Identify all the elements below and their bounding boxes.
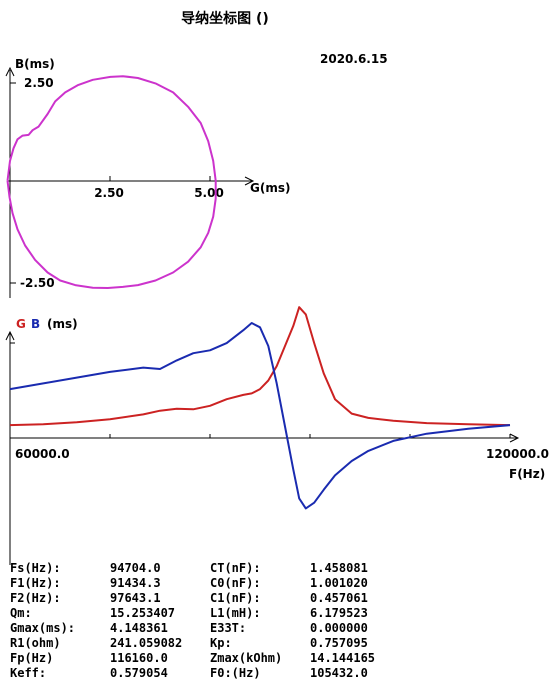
circle-y-tick-label: -2.50 — [20, 276, 55, 290]
param-label: Zmax(kOhm) — [210, 651, 282, 665]
param-value: 241.059082 — [110, 636, 182, 650]
legend-g: G — [16, 317, 26, 331]
param-value: 0.000000 — [310, 621, 368, 635]
param-value: 91434.3 — [110, 576, 161, 590]
param-label: Kp: — [210, 636, 232, 650]
param-label: Fp(Hz) — [10, 651, 53, 665]
circle-x-axis-label: G(ms) — [250, 181, 290, 195]
circle-x-tick-label: 5.00 — [194, 186, 224, 200]
param-label: C0(nF): — [210, 576, 261, 590]
circle-y-tick-label: 2.50 — [24, 76, 54, 90]
param-label: L1(mH): — [210, 606, 261, 620]
param-label: C1(nF): — [210, 591, 261, 605]
param-value: 4.148361 — [110, 621, 168, 635]
param-value: 94704.0 — [110, 561, 161, 575]
param-value: 97643.1 — [110, 591, 161, 605]
legend-unit: (ms) — [47, 317, 78, 331]
param-label: Gmax(ms): — [10, 621, 75, 635]
test-date: 2020.6.15 — [320, 52, 388, 66]
freq-x-min-label: 60000.0 — [15, 447, 70, 461]
circle-x-tick-label: 2.50 — [94, 186, 124, 200]
legend-b: B — [31, 317, 40, 331]
param-value: 1.458081 — [310, 561, 368, 575]
param-value: 0.457061 — [310, 591, 368, 605]
param-label: E33T: — [210, 621, 246, 635]
param-value: 0.579054 — [110, 666, 168, 680]
param-value: 0.757095 — [310, 636, 368, 650]
param-value: 14.144165 — [310, 651, 375, 665]
param-label: CT(nF): — [210, 561, 261, 575]
param-label: F1(Hz): — [10, 576, 61, 590]
frequency-response-chart: G B (ms) 60000.0 120000.0 F(Hz) — [5, 306, 549, 565]
freq-x-axis-label: F(Hz) — [509, 467, 545, 481]
circle-y-axis-label: B(ms) — [15, 57, 55, 71]
series-g-line — [9, 306, 511, 427]
parameter-table: Fs(Hz): 94704.0 CT(nF): 1.458081 F1(Hz): 9143… — [10, 561, 375, 680]
freq-x-max-label: 120000.0 — [486, 447, 549, 461]
param-label: F2(Hz): — [10, 591, 61, 605]
param-value: 6.179523 — [310, 606, 368, 620]
param-value: 105432.0 — [310, 666, 368, 680]
admittance-circle-chart: B(ms) 2.50 -2.50 2.50 5.00 G(ms) — [5, 57, 290, 298]
admittance-circle-line — [6, 75, 217, 289]
circle-x-axis-arrow — [244, 176, 255, 186]
circle-y-axis-arrow — [5, 66, 15, 77]
series-b-line — [9, 322, 511, 510]
param-value: 15.253407 — [110, 606, 175, 620]
chart-title: 导纳坐标图 () — [181, 10, 269, 27]
param-label: Qm: — [10, 606, 32, 620]
param-label: Fs(Hz): — [10, 561, 61, 575]
freq-y-axis-arrow — [5, 330, 15, 341]
param-label: Keff: — [10, 666, 46, 680]
param-value: 1.001020 — [310, 576, 368, 590]
param-value: 116160.0 — [110, 651, 168, 665]
param-label: R1(ohm) — [10, 636, 61, 650]
param-label: F0:(Hz) — [210, 666, 261, 680]
freq-x-axis-arrow — [509, 433, 520, 443]
